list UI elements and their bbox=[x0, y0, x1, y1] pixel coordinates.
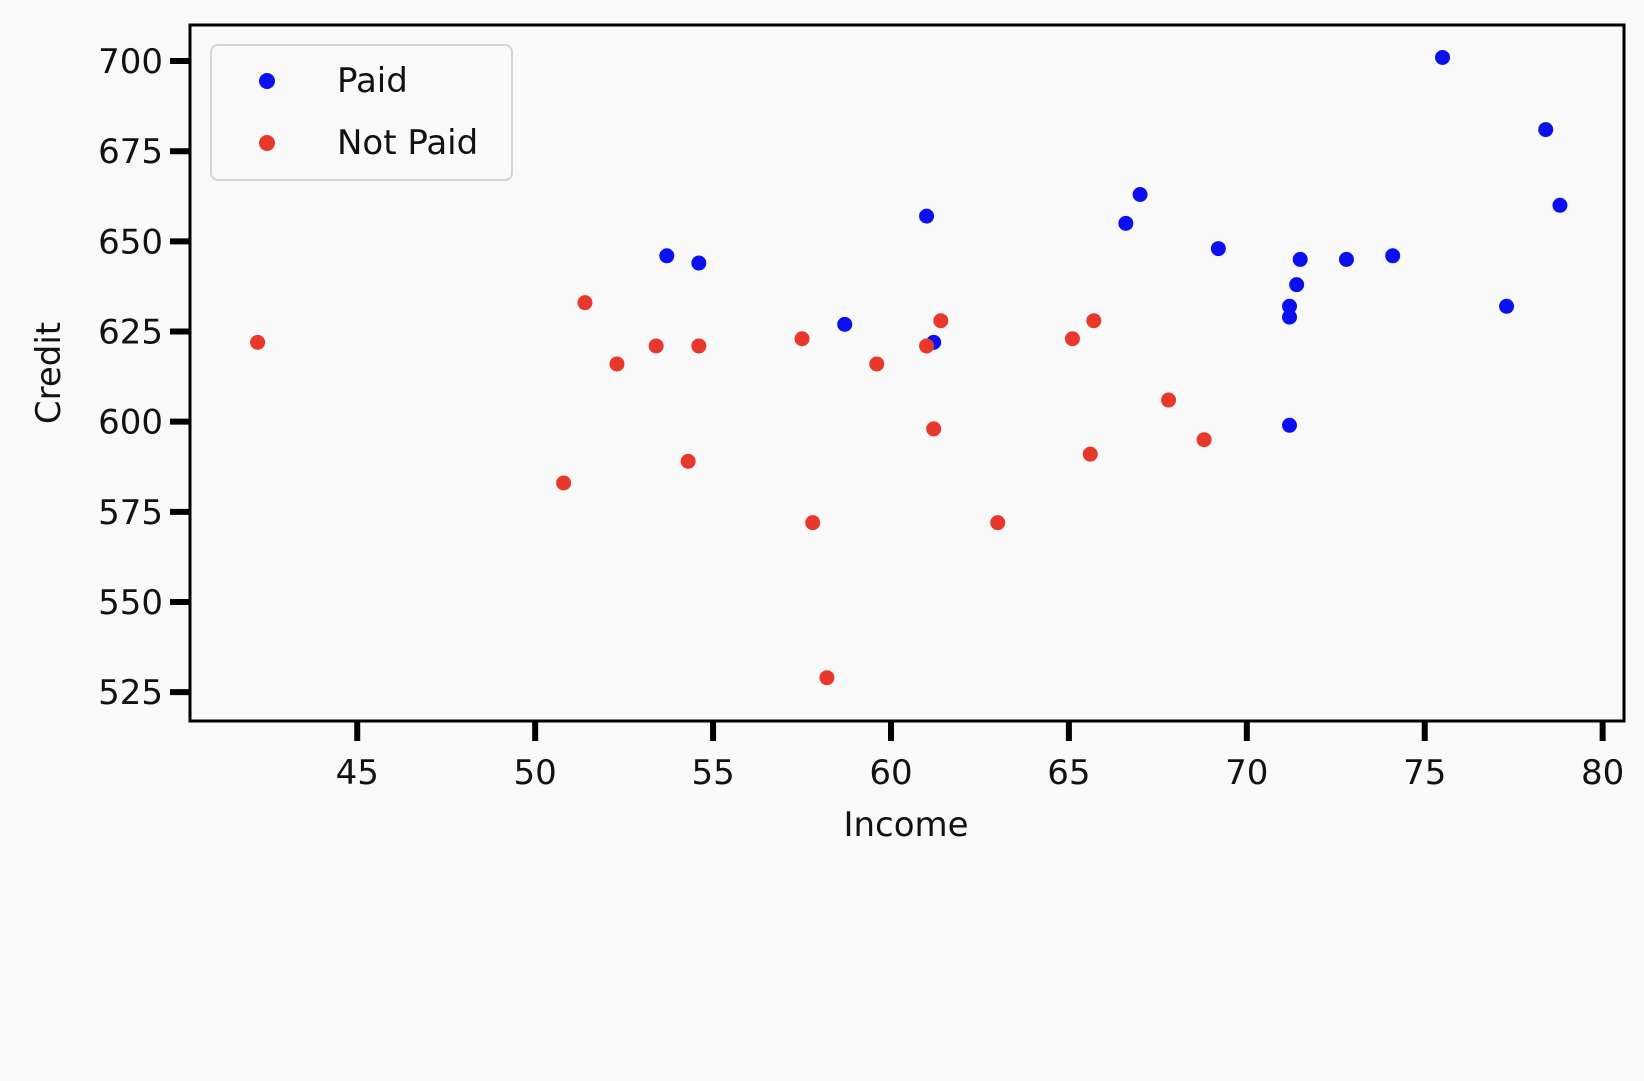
x-tick-label: 50 bbox=[514, 753, 557, 793]
point-not-paid bbox=[805, 515, 821, 531]
legend: Paid Not Paid bbox=[210, 44, 513, 181]
y-tick-label: 600 bbox=[98, 403, 163, 443]
point-not-paid bbox=[1082, 446, 1098, 462]
point-not-paid bbox=[819, 670, 835, 686]
x-tick-label: 80 bbox=[1581, 753, 1624, 793]
point-paid bbox=[1282, 309, 1298, 325]
legend-label-paid: Paid bbox=[337, 61, 408, 101]
y-tick-label: 525 bbox=[98, 673, 163, 713]
point-not-paid bbox=[794, 331, 810, 347]
x-tick-label: 60 bbox=[869, 753, 912, 793]
point-not-paid bbox=[1161, 392, 1177, 408]
y-tick-label: 625 bbox=[98, 313, 163, 353]
point-paid bbox=[1282, 298, 1298, 314]
legend-marker-paid bbox=[259, 73, 275, 89]
legend-box bbox=[210, 44, 513, 181]
point-not-paid bbox=[1064, 331, 1080, 347]
point-paid bbox=[837, 316, 853, 332]
y-axis-title: Credit bbox=[29, 322, 69, 424]
point-not-paid bbox=[926, 421, 942, 437]
point-paid bbox=[1282, 417, 1298, 433]
point-paid bbox=[1292, 251, 1308, 267]
x-axis-ticks: 45 50 55 60 65 70 75 80 bbox=[336, 721, 1624, 793]
point-paid bbox=[1538, 122, 1554, 138]
point-not-paid bbox=[869, 356, 885, 372]
point-paid bbox=[1132, 186, 1148, 202]
point-not-paid bbox=[648, 338, 664, 354]
legend-label-not-paid: Not Paid bbox=[337, 123, 478, 163]
plot-frame bbox=[188, 23, 1626, 723]
legend-marker-not-paid bbox=[259, 135, 275, 151]
x-tick-label: 75 bbox=[1403, 753, 1446, 793]
point-not-paid bbox=[919, 338, 935, 354]
point-paid bbox=[659, 248, 675, 264]
point-not-paid bbox=[680, 453, 696, 469]
point-paid bbox=[1435, 49, 1451, 65]
point-not-paid bbox=[933, 313, 949, 329]
y-tick-label: 650 bbox=[98, 222, 163, 262]
point-paid bbox=[1552, 197, 1568, 213]
y-tick-label: 675 bbox=[98, 132, 163, 172]
y-tick-label: 575 bbox=[98, 493, 163, 533]
y-tick-label: 700 bbox=[98, 42, 163, 82]
point-paid bbox=[1118, 215, 1134, 231]
y-axis-ticks: 525 550 575 600 625 650 675 700 bbox=[98, 42, 190, 713]
point-not-paid bbox=[577, 295, 593, 311]
point-not-paid bbox=[691, 338, 707, 354]
data-points bbox=[250, 49, 1568, 686]
x-tick-label: 65 bbox=[1047, 753, 1090, 793]
x-tick-label: 45 bbox=[336, 753, 379, 793]
point-not-paid bbox=[609, 356, 625, 372]
x-axis-title: Income bbox=[843, 805, 968, 845]
point-paid bbox=[1385, 248, 1401, 264]
x-tick-label: 70 bbox=[1225, 753, 1268, 793]
point-not-paid bbox=[1086, 313, 1102, 329]
point-not-paid bbox=[250, 334, 266, 350]
x-tick-label: 55 bbox=[691, 753, 734, 793]
point-paid bbox=[1289, 277, 1305, 293]
point-not-paid bbox=[990, 515, 1006, 531]
point-paid bbox=[1338, 251, 1354, 267]
y-tick-label: 550 bbox=[98, 583, 163, 623]
point-paid bbox=[691, 255, 707, 271]
point-not-paid bbox=[1196, 432, 1212, 448]
point-not-paid bbox=[556, 475, 572, 491]
point-paid bbox=[1210, 241, 1226, 257]
point-paid bbox=[1499, 298, 1515, 314]
point-paid bbox=[919, 208, 935, 224]
